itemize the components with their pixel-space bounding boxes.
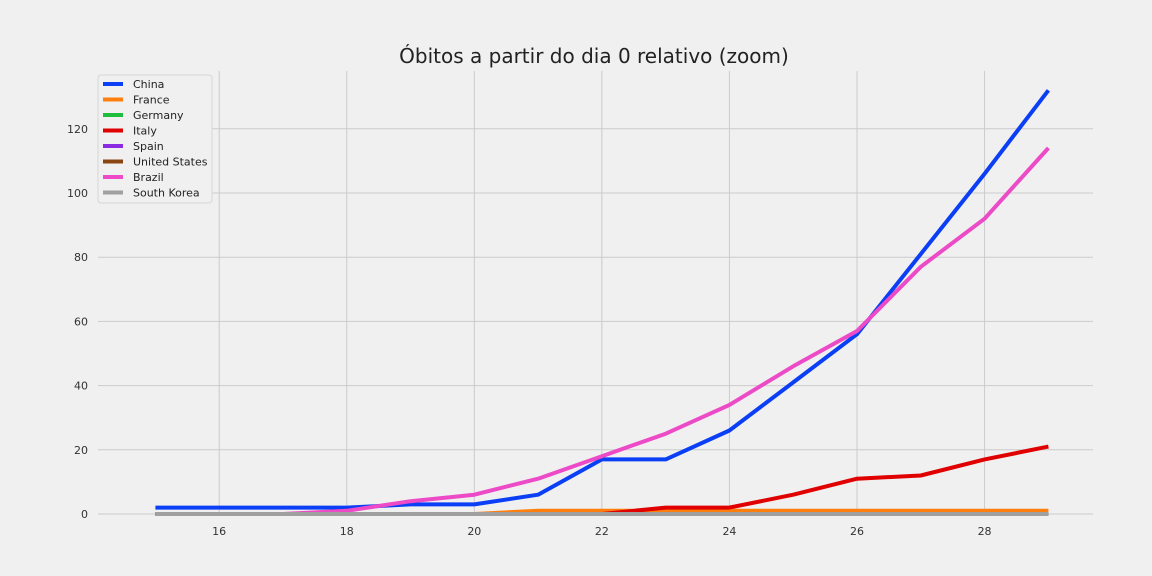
y-tick-label-20: 20 [74, 444, 88, 457]
y-tick-label-80: 80 [74, 251, 88, 264]
legend-label-south-korea: South Korea [133, 187, 200, 200]
legend: China France Germany Italy Spain United State… [97, 74, 213, 204]
y-tick-label-60: 60 [74, 315, 88, 328]
x-tick-label-18: 18 [340, 525, 354, 538]
x-tick-label-24: 24 [722, 525, 736, 538]
legend-label-china: China [133, 78, 164, 91]
series-line-china [155, 89, 1050, 510]
chart-title: Óbitos a partir do dia 0 relativo (zoom) [399, 44, 789, 68]
x-tick-label-28: 28 [978, 525, 992, 538]
x-tick-label-22: 22 [595, 525, 609, 538]
legend-label-spain: Spain [133, 140, 164, 153]
series-lines [155, 89, 1050, 516]
legend-label-italy: Italy [133, 125, 157, 138]
x-tick-label-20: 20 [467, 525, 481, 538]
y-axis-ticks: 0 20 40 60 80 100 120 [67, 123, 88, 521]
legend-label-united-states: United States [133, 156, 208, 169]
legend-label-france: France [133, 94, 170, 107]
x-axis-ticks: 16 18 20 22 24 26 28 [212, 525, 991, 538]
y-tick-label-100: 100 [67, 187, 88, 200]
y-tick-label-120: 120 [67, 123, 88, 136]
legend-box [97, 74, 213, 204]
y-tick-label-0: 0 [81, 508, 88, 521]
grid [98, 71, 1093, 515]
y-tick-label-40: 40 [74, 380, 88, 393]
legend-label-brazil: Brazil [133, 171, 164, 184]
x-tick-label-16: 16 [212, 525, 226, 538]
legend-label-germany: Germany [133, 109, 184, 122]
x-tick-label-26: 26 [850, 525, 864, 538]
